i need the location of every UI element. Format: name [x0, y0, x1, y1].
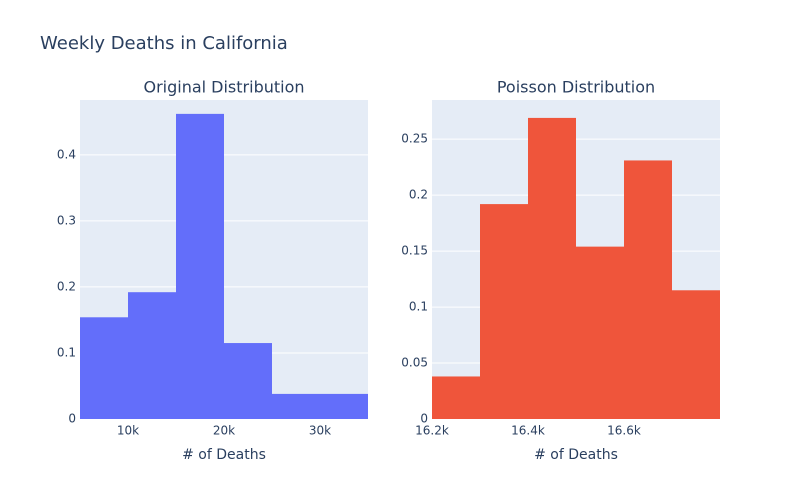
bar — [224, 343, 272, 419]
x-tick-label: 30k — [309, 424, 331, 438]
x-tick-label: 16.6k — [607, 424, 641, 438]
y-tick-label: 0.1 — [409, 300, 428, 314]
y-tick-label: 0.15 — [401, 244, 428, 258]
bar — [432, 376, 480, 419]
bar — [528, 117, 576, 419]
y-tick-label: 0.4 — [57, 147, 76, 161]
y-tick-label: 0 — [68, 412, 76, 426]
chart-title: Weekly Deaths in California — [40, 33, 288, 54]
bar — [128, 292, 176, 419]
bar — [176, 113, 224, 419]
y-tick-label: 0.1 — [57, 345, 76, 359]
bar — [320, 393, 368, 419]
y-tick-label: 0.2 — [409, 188, 428, 202]
x-tick-label: 10k — [117, 424, 139, 438]
subplot-title: Poisson Distribution — [497, 78, 655, 97]
y-tick-label: 0.2 — [57, 279, 76, 293]
bar — [624, 160, 672, 419]
x-tick-label: 16.2k — [415, 424, 449, 438]
y-tick-label: 0 — [420, 412, 428, 426]
x-axis-title: # of Deaths — [182, 447, 266, 463]
bar — [80, 317, 128, 419]
bar — [272, 393, 320, 419]
subplot-title: Original Distribution — [143, 78, 304, 97]
bar — [672, 290, 720, 419]
y-tick-label: 0.25 — [401, 132, 428, 146]
bar — [480, 204, 528, 419]
y-tick-label: 0.3 — [57, 213, 76, 227]
y-tick-label: 0.05 — [401, 356, 428, 370]
x-tick-label: 20k — [213, 424, 235, 438]
bar — [576, 246, 624, 419]
x-axis-title: # of Deaths — [534, 447, 618, 463]
x-tick-label: 16.4k — [511, 424, 545, 438]
